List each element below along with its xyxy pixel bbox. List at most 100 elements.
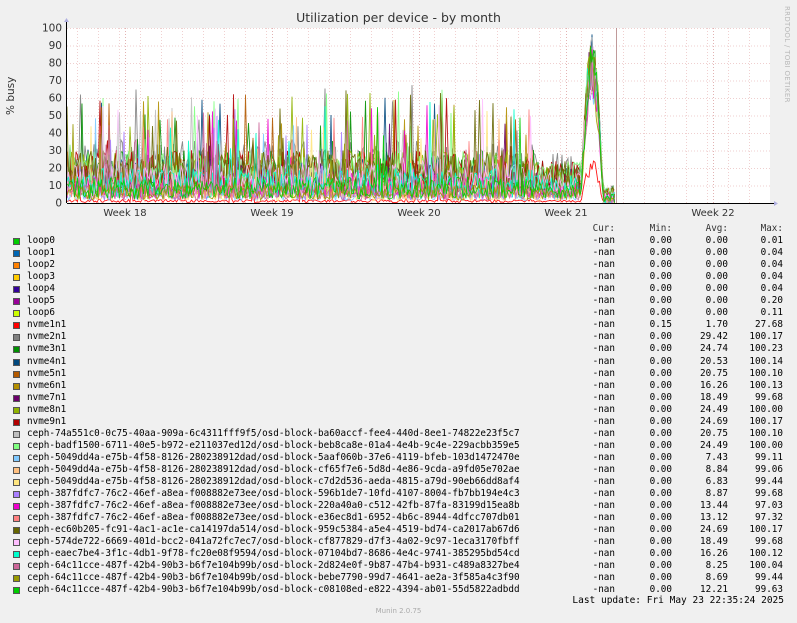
legend-max-value: 100.13 [749, 379, 783, 391]
legend-swatch [13, 262, 20, 270]
legend-cur-value: -nan [592, 572, 615, 584]
legend-min-value: 0.00 [649, 415, 672, 427]
legend-max-value: 100.04 [749, 560, 783, 572]
legend-min-value: 0.00 [649, 235, 672, 247]
legend-min-value: 0.00 [649, 500, 672, 512]
legend-avg-value: 0.00 [705, 283, 728, 295]
y-tick-label: 90 [49, 40, 62, 52]
legend-series-name: loop0 [27, 235, 55, 247]
legend-cur-value: -nan [592, 379, 615, 391]
legend-cur-value: -nan [592, 235, 615, 247]
series-line [66, 59, 615, 204]
legend-series-name: ceph-5049dd4a-e75b-4f58-8126-280238912da… [27, 463, 520, 475]
legend-avg-value: 0.00 [705, 271, 728, 283]
legend-max-value: 0.11 [760, 307, 783, 319]
legend-swatch [13, 418, 20, 426]
y-tick-label: 40 [49, 128, 62, 140]
legend-series-name: ceph-574de722-6669-401d-bcc2-041a72fc7ec… [27, 536, 520, 548]
legend-max-value: 0.04 [760, 259, 783, 271]
legend-series-name: ceph-5049dd4a-e75b-4f58-8126-280238912da… [27, 475, 520, 487]
legend-item: nvme7n1 -nan 0.00 18.49 99.68 [12, 392, 787, 404]
legend-avg-value: 24.49 [700, 403, 728, 415]
legend-series-name: ceph-64c11cce-487f-42b4-90b3-b6f7e104b99… [27, 584, 520, 596]
legend-series-name: nvme6n1 [27, 379, 67, 391]
legend-swatch [13, 238, 20, 246]
legend-cur-value: -nan [592, 403, 615, 415]
legend-cur-value: -nan [592, 247, 615, 259]
legend-rows: loop0 -nan 0.00 0.00 0.01 loop1 -nan 0.00 0.00 0.… [12, 235, 787, 596]
legend-avg-value: 0.00 [705, 295, 728, 307]
legend-swatch [13, 358, 20, 366]
legend-min-value: 0.00 [649, 247, 672, 259]
legend-avg-value: 8.69 [705, 572, 728, 584]
legend-min-value: 0.00 [649, 488, 672, 500]
y-tick-label: 0 [55, 198, 62, 210]
legend-cur-value: -nan [592, 391, 615, 403]
legend-min-value: 0.00 [649, 355, 672, 367]
legend-series-name: ceph-74a551c0-0c75-40aa-909a-6c4311fff9f… [27, 427, 520, 439]
legend-item: ceph-387fdfc7-76c2-46ef-a8ea-f008882e73e… [12, 500, 787, 512]
legend-avg-value: 13.44 [700, 500, 728, 512]
legend-swatch [13, 430, 20, 438]
legend-max-value: 99.06 [755, 463, 783, 475]
legend-avg-value: 1.70 [705, 319, 728, 331]
legend-cur-value: -nan [592, 271, 615, 283]
x-tick-label: Week 21 [544, 208, 587, 219]
legend-max-value: 99.63 [755, 584, 783, 596]
legend-series-name: loop4 [27, 283, 55, 295]
series-lines [66, 34, 615, 204]
legend-item: ceph-5049dd4a-e75b-4f58-8126-280238912da… [12, 476, 787, 488]
legend-cur-value: -nan [592, 512, 615, 524]
legend-avg-value: 7.43 [705, 451, 728, 463]
legend-avg-value: 24.69 [700, 415, 728, 427]
legend-avg-value: 18.49 [700, 536, 728, 548]
legend-swatch [13, 382, 20, 390]
legend-swatch [13, 334, 20, 342]
legend-min-value: 0.00 [649, 439, 672, 451]
legend-series-name: ceph-badf1500-6711-40e5-b972-e211037ed12… [27, 439, 520, 451]
legend-avg-value: 29.42 [700, 331, 728, 343]
legend-series-name: nvme5n1 [27, 367, 67, 379]
legend-min-value: 0.00 [649, 572, 672, 584]
legend-item: loop6 -nan 0.00 0.00 0.11 [12, 307, 787, 319]
legend-item: ceph-387fdfc7-76c2-46ef-a8ea-f008882e73e… [12, 512, 787, 524]
legend-series-name: ceph-387fdfc7-76c2-46ef-a8ea-f008882e73e… [27, 500, 520, 512]
legend-avg-value: 0.00 [705, 307, 728, 319]
legend-item: nvme1n1 -nan 0.15 1.70 27.68 [12, 319, 787, 331]
legend-avg-value: 0.00 [705, 259, 728, 271]
legend-max-value: 0.04 [760, 283, 783, 295]
legend-max-value: 99.68 [755, 391, 783, 403]
legend-max-value: 99.44 [755, 475, 783, 487]
series-line [66, 160, 615, 204]
legend-max-value: 100.17 [749, 524, 783, 536]
legend-swatch [13, 539, 20, 547]
legend-series-name: loop5 [27, 295, 55, 307]
legend-swatch [13, 515, 20, 523]
legend-item: nvme4n1 -nan 0.00 20.53 100.14 [12, 356, 787, 368]
legend-item: nvme8n1 -nan 0.00 24.49 100.00 [12, 404, 787, 416]
x-tick-label: Week 18 [103, 208, 146, 219]
legend-cur-value: -nan [592, 427, 615, 439]
legend-series-name: ceph-64c11cce-487f-42b4-90b3-b6f7e104b99… [27, 572, 520, 584]
legend-swatch [13, 406, 20, 414]
legend-avg-value: 16.26 [700, 379, 728, 391]
legend-min-value: 0.00 [649, 367, 672, 379]
legend-min-value: 0.00 [649, 271, 672, 283]
y-tick-label: 80 [49, 58, 62, 70]
legend-min-value: 0.00 [649, 331, 672, 343]
legend-avg-value: 18.49 [700, 391, 728, 403]
legend-max-value: 100.17 [749, 331, 783, 343]
legend-item: ceph-64c11cce-487f-42b4-90b3-b6f7e104b99… [12, 584, 787, 596]
legend-min-value: 0.00 [649, 259, 672, 271]
y-tick-label: 60 [49, 93, 62, 105]
legend-item: loop0 -nan 0.00 0.00 0.01 [12, 235, 787, 247]
legend-cur-value: -nan [592, 415, 615, 427]
legend-cur-value: -nan [592, 439, 615, 451]
legend-max-value: 97.03 [755, 500, 783, 512]
legend-swatch [13, 575, 20, 583]
rrdtool-credit: RRDTOOL / TOBI OETIKER [783, 6, 791, 103]
y-tick-label: 100 [42, 23, 62, 35]
legend-item: ceph-387fdfc7-76c2-46ef-a8ea-f008882e73e… [12, 488, 787, 500]
series-line [66, 46, 615, 202]
legend-min-value: 0.00 [649, 512, 672, 524]
